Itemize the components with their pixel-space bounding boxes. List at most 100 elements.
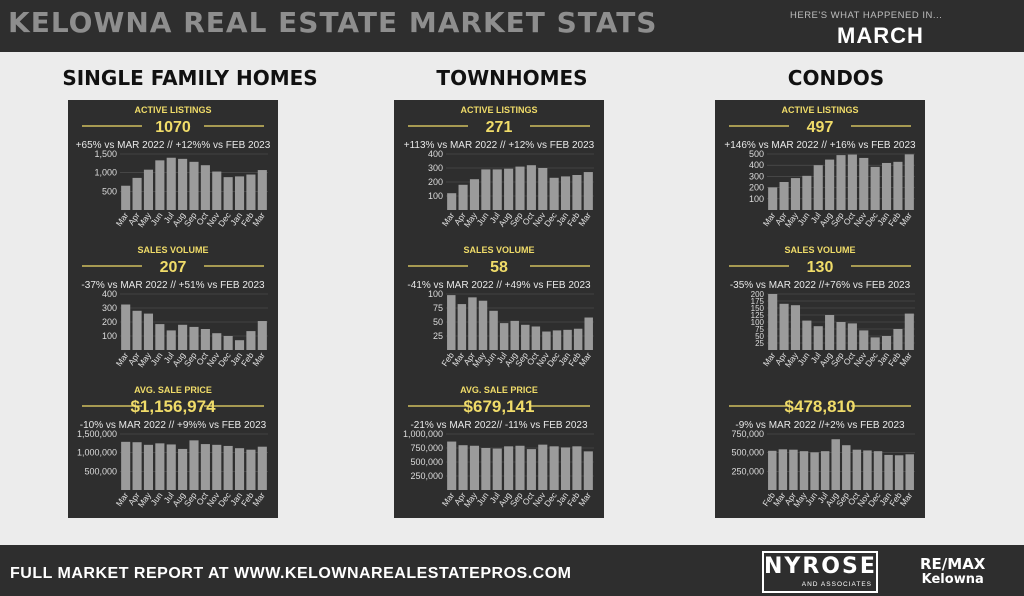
condos-sales-volume-value: 130 xyxy=(807,259,834,276)
townhomes-avg-sale-price-ytick-label: 250,000 xyxy=(410,471,443,481)
remax-logo: RE/MAX Kelowna xyxy=(920,557,985,588)
townhomes-active-listings-bar xyxy=(458,184,468,210)
condos-sales-volume-bar xyxy=(870,337,880,350)
townhomes-avg-sale-price-bar xyxy=(538,444,548,490)
townhomes-sales-volume-bar xyxy=(489,310,498,350)
townhomes-avg-sale-price-bar xyxy=(447,441,457,490)
panel-townhomes-graphics: ACTIVE LISTINGS 271 +113% vs MAR 2022 // +… xyxy=(403,105,595,509)
townhomes-active-listings-bar xyxy=(583,172,593,210)
header-bar: KELOWNA REAL ESTATE MARKET STATS HERE'S … xyxy=(0,0,1024,52)
heading-condos: CONDOS xyxy=(787,66,885,90)
condos-active-listings-bar xyxy=(904,154,914,210)
condos-avg-sale-price-bar xyxy=(810,452,819,490)
condos-avg-sale-price-bar xyxy=(863,450,872,490)
single-family-active-listings-value: 1070 xyxy=(155,119,191,136)
condos-active-listings-change: +146% vs MAR 2022 // +16% vs FEB 2023 xyxy=(724,140,916,151)
footer-report-link[interactable]: FULL MARKET REPORT AT WWW.KELOWNAREALEST… xyxy=(10,565,572,582)
single-family-active-listings-bar xyxy=(166,157,176,210)
townhomes-sales-volume-value: 58 xyxy=(490,259,508,276)
condos-sales-volume-bar xyxy=(881,336,892,350)
condos-active-listings-label: ACTIVE LISTINGS xyxy=(781,105,858,115)
header-month: MARCH xyxy=(837,23,924,48)
townhomes-sales-volume-bar xyxy=(499,323,509,350)
condos-active-listings-ytick-label: 500 xyxy=(749,149,764,159)
single-family-sales-volume-bar xyxy=(143,313,154,350)
condos-active-listings-xtick-label: Mar xyxy=(897,210,914,228)
condos-avg-sale-price-bar xyxy=(799,451,809,490)
condos-sales-volume-ytick-label: 50 xyxy=(755,332,764,341)
townhomes-active-listings-value: 271 xyxy=(486,119,513,136)
condos-avg-sale-price-bar xyxy=(873,451,883,490)
condos-avg-sale-price-bar xyxy=(768,450,777,490)
townhomes-active-listings-xtick-label: Mar xyxy=(576,210,593,228)
single-family-active-listings-bar xyxy=(155,160,165,210)
townhomes-avg-sale-price-ytick-label: 500,000 xyxy=(410,457,443,467)
condos-active-listings-bar xyxy=(881,162,892,210)
panel-condos: ACTIVE LISTINGS 497 +146% vs MAR 2022 // +… xyxy=(715,100,925,518)
condos-sales-volume-bar xyxy=(904,313,914,350)
townhomes-sales-volume-label: SALES VOLUME xyxy=(463,245,534,255)
townhomes-avg-sale-price-bar xyxy=(572,446,582,490)
single-family-active-listings-bar xyxy=(246,174,256,210)
condos-sales-volume-bar xyxy=(836,322,846,350)
condos-active-listings-bar xyxy=(779,182,789,210)
townhomes-sales-volume-bar xyxy=(584,317,593,350)
condos-avg-sale-price-ytick-label: 500,000 xyxy=(731,448,764,458)
townhomes-sales-volume-xtick-label: Mar xyxy=(577,350,594,368)
condos-avg-sale-price-bar xyxy=(894,455,904,490)
townhomes-active-listings-ytick-label: 300 xyxy=(428,163,443,173)
single-family-sales-volume-bar xyxy=(166,330,176,350)
townhomes-active-listings-bar xyxy=(515,166,525,210)
condos-sales-volume-bar xyxy=(779,303,789,350)
single-family-sales-volume-bar xyxy=(178,324,188,350)
condos-active-listings-bar xyxy=(813,165,823,210)
single-family-avg-sale-price-ytick-label: 1,000,000 xyxy=(77,448,117,458)
single-family-sales-volume-bar xyxy=(223,336,233,350)
condos-sales-volume-change: -35% vs MAR 2022 //+76% vs FEB 2023 xyxy=(730,280,911,291)
condos-avg-sale-price-bar xyxy=(842,445,851,490)
single-family-avg-sale-price-bar xyxy=(246,449,256,490)
panel-condos-graphics: ACTIVE LISTINGS 497 +146% vs MAR 2022 // +… xyxy=(724,105,916,509)
townhomes-active-listings-bar xyxy=(526,165,536,210)
townhomes-active-listings-ytick-label: 400 xyxy=(428,149,443,159)
single-family-avg-sale-price-value: $1,156,974 xyxy=(130,397,216,416)
single-family-avg-sale-price-change: -10% vs MAR 2022 // +9%% vs FEB 2023 xyxy=(80,420,267,431)
footer-bar: FULL MARKET REPORT AT WWW.KELOWNAREALEST… xyxy=(0,545,1024,596)
single-family-avg-sale-price-ytick-label: 500,000 xyxy=(84,466,117,476)
single-family-sales-volume-bar xyxy=(257,321,267,350)
condos-sales-volume-bar xyxy=(825,315,835,350)
condos-sales-volume-bar xyxy=(859,330,869,350)
single-family-active-listings-xtick-label: Mar xyxy=(250,210,267,228)
single-family-avg-sale-price-bar xyxy=(132,442,142,490)
townhomes-sales-volume-bar xyxy=(510,320,519,350)
condos-active-listings-bar xyxy=(836,155,846,210)
townhomes-sales-volume-bar xyxy=(468,297,477,350)
condos-avg-sale-price-bar xyxy=(852,449,862,490)
townhomes-active-listings-ytick-label: 100 xyxy=(428,191,443,201)
single-family-active-listings-bar xyxy=(121,185,131,210)
single-family-avg-sale-price-bar xyxy=(178,448,188,490)
condos-avg-sale-price-xtick-label: Mar xyxy=(898,490,915,508)
single-family-sales-volume-ytick-label: 200 xyxy=(102,317,117,327)
condos-avg-sale-price-bar xyxy=(905,454,914,490)
single-family-avg-sale-price-bar xyxy=(143,444,154,490)
condos-sales-volume-bar xyxy=(790,305,801,350)
single-family-active-listings-bar xyxy=(234,176,245,210)
townhomes-sales-volume-bar xyxy=(457,304,467,350)
nyrose-logo: NYROSE AND ASSOCIATES xyxy=(762,551,878,593)
single-family-avg-sale-price-bar xyxy=(223,445,233,490)
single-family-active-listings-bar xyxy=(132,177,142,210)
single-family-active-listings-bar xyxy=(143,169,154,210)
single-family-sales-volume-ytick-label: 100 xyxy=(102,331,117,341)
single-family-sales-volume-bar xyxy=(132,310,142,350)
townhomes-avg-sale-price-ytick-label: 1,000,000 xyxy=(403,429,443,439)
townhomes-avg-sale-price-bar xyxy=(492,448,502,490)
remax-logo-sub: Kelowna xyxy=(921,572,984,587)
condos-active-listings-bar xyxy=(847,154,857,210)
condos-sales-volume-ytick-label: 75 xyxy=(755,325,764,334)
single-family-active-listings-ytick-label: 1,000 xyxy=(94,168,117,178)
condos-active-listings-bar xyxy=(859,157,869,210)
condos-sales-volume-label: SALES VOLUME xyxy=(784,245,855,255)
single-family-sales-volume-bar xyxy=(189,326,199,350)
heading-single-family: SINGLE FAMILY HOMES xyxy=(62,66,318,90)
